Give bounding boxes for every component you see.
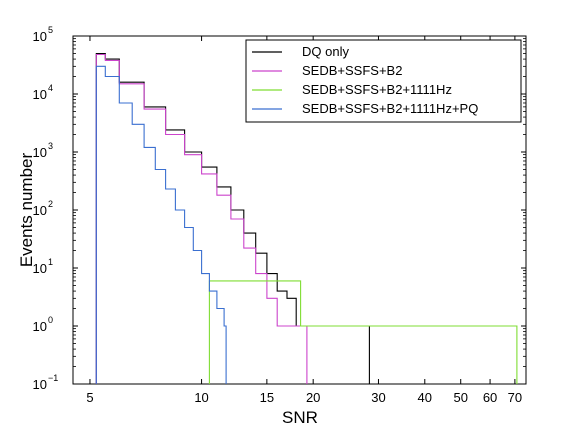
x-tick-label-5: 40 (418, 390, 432, 405)
y-tick-label-0: 10 (33, 377, 47, 392)
legend: DQ only SEDB+SSFS+B2 SEDB+SSFS+B2+1111Hz… (246, 40, 521, 122)
y-tick-label-exp-0: −1 (48, 373, 58, 383)
x-tick-label-3: 20 (306, 390, 320, 405)
y-tick-label-exp-4: 3 (48, 141, 53, 151)
x-tick-label-1: 10 (194, 390, 208, 405)
y-tick-label-6: 10 (33, 29, 47, 44)
x-tick-label-4: 30 (371, 390, 385, 405)
x-tick-label-8: 70 (508, 390, 522, 405)
x-tick-label-2: 15 (260, 390, 274, 405)
legend-label-1: SEDB+SSFS+B2 (302, 63, 402, 78)
y-tick-label-3: 10 (33, 203, 47, 218)
x-axis-title: SNR (282, 408, 318, 427)
x-tick-label-7: 60 (483, 390, 497, 405)
y-tick-label-1: 10 (33, 319, 47, 334)
series-2 (209, 281, 517, 384)
y-tick-label-4: 10 (33, 145, 47, 160)
series-line-3 (96, 66, 226, 384)
y-tick-label-5: 10 (33, 87, 47, 102)
legend-label-0: DQ only (302, 44, 349, 59)
y-tick-label-2: 10 (33, 261, 47, 276)
series-line-2 (209, 281, 517, 384)
x-tick-label-6: 50 (453, 390, 467, 405)
y-tick-label-exp-1: 0 (48, 315, 53, 325)
legend-label-2: SEDB+SSFS+B2+1111Hz (302, 82, 452, 97)
x-tick-label-0: 5 (86, 390, 93, 405)
y-tick-label-exp-3: 2 (48, 199, 53, 209)
legend-label-3: SEDB+SSFS+B2+1111Hz+PQ (302, 101, 478, 116)
y-tick-label-exp-2: 1 (48, 257, 53, 267)
series-3 (96, 66, 226, 384)
y-tick-label-exp-6: 5 (48, 25, 53, 35)
y-tick-label-exp-5: 4 (48, 83, 53, 93)
